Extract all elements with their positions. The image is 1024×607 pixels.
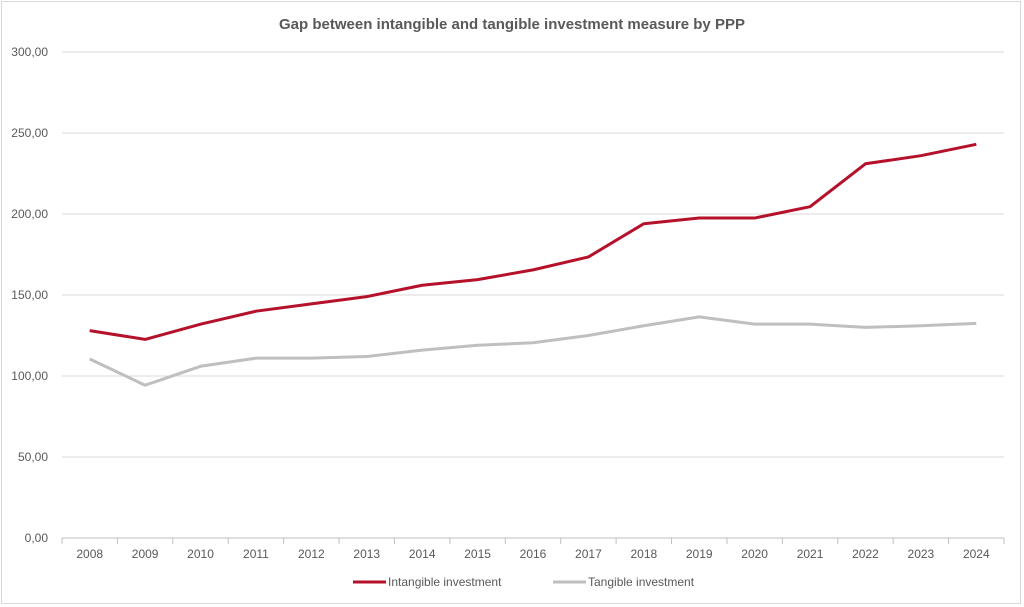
x-tick-label: 2020 [741,547,768,561]
x-tick-label: 2009 [132,547,159,561]
x-tick-label: 2010 [187,547,214,561]
x-tick-label: 2011 [243,547,269,561]
x-tick-label: 2022 [852,547,879,561]
y-tick-label: 250,00 [11,126,48,140]
y-tick-label: 100,00 [11,369,48,383]
x-tick-label: 2013 [353,547,380,561]
series-line-intangible [89,142,977,341]
x-tick-label: 2023 [908,547,935,561]
legend-label: Intangible investment [388,575,502,589]
x-tick-label: 2017 [575,547,602,561]
x-tick-label: 2012 [298,547,325,561]
y-tick-label: 300,00 [11,45,48,59]
y-tick-label: 200,00 [11,207,48,221]
series-line-tangible [89,315,977,387]
x-tick-label: 2008 [76,547,103,561]
x-tick-label: 2021 [797,547,824,561]
x-tick-label: 2018 [630,547,657,561]
y-tick-label: 0,00 [25,531,49,545]
y-tick-label: 50,00 [18,450,48,464]
y-tick-label: 150,00 [11,288,48,302]
x-tick-label: 2019 [686,547,713,561]
x-tick-label: 2015 [464,547,491,561]
x-tick-label: 2014 [409,547,436,561]
x-tick-label: 2024 [963,547,990,561]
legend-label: Tangible investment [588,575,695,589]
chart-title: Gap between intangible and tangible inve… [279,16,745,33]
x-tick-label: 2016 [520,547,547,561]
